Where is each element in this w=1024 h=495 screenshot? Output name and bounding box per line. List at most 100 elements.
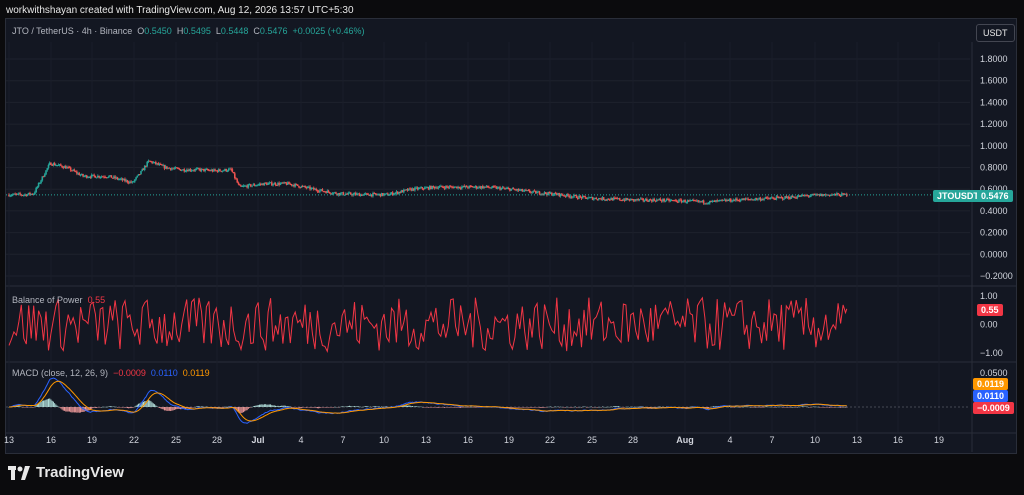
macd-histogram-bar bbox=[337, 406, 339, 408]
candle-body bbox=[491, 186, 494, 188]
macd-histogram-bar bbox=[692, 406, 694, 407]
candle-body bbox=[817, 194, 820, 196]
macd-histogram-bar bbox=[803, 406, 805, 407]
candle-body bbox=[493, 186, 495, 188]
macd-histogram-bar bbox=[809, 407, 811, 408]
macd-histogram-bar bbox=[255, 405, 257, 407]
macd-line bbox=[8, 377, 848, 424]
candle-body bbox=[277, 182, 279, 186]
candle-body bbox=[721, 199, 723, 201]
macd-histogram-bar bbox=[555, 406, 557, 408]
candle-body bbox=[298, 185, 300, 188]
macd-histogram-bar bbox=[835, 407, 837, 408]
candle-body bbox=[19, 193, 21, 195]
macd-histogram-bar bbox=[386, 406, 388, 407]
candle-body bbox=[498, 187, 500, 189]
candle-body bbox=[591, 197, 594, 200]
candle-body bbox=[763, 198, 765, 200]
macd-histogram-bar bbox=[773, 407, 775, 408]
currency-button[interactable]: USDT bbox=[976, 24, 1015, 42]
macd-histogram-bar bbox=[541, 407, 543, 408]
macd-histogram-bar bbox=[819, 407, 821, 408]
macd-histogram-bar bbox=[519, 407, 521, 408]
candle-body bbox=[726, 200, 728, 202]
macd-histogram-bar bbox=[52, 401, 54, 407]
macd-histogram-bar bbox=[472, 407, 474, 408]
candle-body bbox=[278, 182, 281, 185]
candle-body bbox=[235, 178, 237, 180]
macd-histogram-bar bbox=[403, 405, 405, 407]
candle-body bbox=[224, 168, 226, 171]
macd-histogram-bar bbox=[758, 406, 760, 408]
macd-histogram-bar bbox=[529, 407, 531, 408]
candle-body bbox=[715, 200, 717, 202]
candle-body bbox=[734, 198, 737, 201]
candle-body bbox=[280, 182, 283, 184]
candle-body bbox=[130, 181, 132, 183]
candle-body bbox=[807, 195, 810, 197]
candle-body bbox=[61, 165, 63, 168]
macd-histogram-bar bbox=[423, 407, 425, 408]
candle-body bbox=[320, 189, 322, 191]
candle-body bbox=[610, 198, 612, 200]
macd-histogram-bar bbox=[525, 407, 527, 408]
bop-tick-label: 1.00 bbox=[980, 291, 998, 301]
macd-histogram-bar bbox=[821, 407, 823, 408]
candle-body bbox=[351, 194, 353, 196]
candle-body bbox=[643, 200, 646, 202]
macd-histogram-bar bbox=[72, 407, 74, 413]
macd-histogram-bar bbox=[571, 407, 573, 408]
macd-histogram-bar bbox=[648, 407, 650, 408]
date-tick-label: 22 bbox=[545, 435, 555, 445]
candle-body bbox=[194, 169, 197, 171]
candle-body bbox=[192, 170, 194, 172]
macd-histogram-bar bbox=[456, 407, 458, 408]
candle-body bbox=[411, 188, 414, 191]
macd-histogram-bar bbox=[279, 405, 281, 407]
macd-histogram-bar bbox=[292, 407, 294, 408]
date-tick-label: 13 bbox=[852, 435, 862, 445]
candle-body bbox=[517, 189, 520, 191]
macd-histogram-bar bbox=[537, 407, 539, 408]
candle-body bbox=[688, 200, 690, 202]
candle-body bbox=[507, 188, 510, 190]
candle-body bbox=[459, 187, 462, 189]
macd-histogram-bar bbox=[580, 407, 582, 408]
candle-body bbox=[215, 170, 218, 172]
candle-body bbox=[50, 162, 52, 165]
candle-body bbox=[216, 170, 219, 172]
candle-body bbox=[346, 193, 348, 195]
candle-body bbox=[77, 173, 79, 175]
candle-body bbox=[103, 176, 105, 178]
candle-body bbox=[263, 182, 266, 186]
macd-histogram-bar bbox=[225, 406, 227, 408]
candle-body bbox=[80, 174, 83, 176]
candle-body bbox=[748, 199, 751, 201]
macd-histogram-bar bbox=[209, 407, 211, 408]
macd-histogram-bar bbox=[372, 406, 374, 407]
candle-body bbox=[725, 199, 727, 202]
candle-body bbox=[514, 189, 516, 191]
macd-histogram-bar bbox=[661, 406, 663, 408]
macd-histogram-bar bbox=[610, 406, 612, 407]
macd-histogram-bar bbox=[646, 407, 648, 408]
macd-histogram-bar bbox=[50, 399, 52, 407]
candle-body bbox=[775, 196, 778, 200]
candle-body bbox=[523, 189, 526, 191]
candle-body bbox=[134, 179, 136, 182]
macd-signal-tag: 0.0110 bbox=[973, 390, 1009, 402]
macd-histogram-bar bbox=[89, 407, 91, 410]
macd-histogram-bar bbox=[664, 407, 666, 408]
macd-histogram-bar bbox=[173, 407, 175, 411]
candle-body bbox=[279, 183, 282, 185]
candle-body bbox=[162, 165, 165, 167]
candle-body bbox=[150, 160, 152, 162]
macd-histogram-bar bbox=[405, 405, 407, 407]
candle-body bbox=[36, 186, 39, 188]
macd-histogram-bar bbox=[709, 407, 711, 408]
candle-body bbox=[341, 192, 343, 194]
macd-histogram-bar bbox=[97, 407, 99, 408]
candle-body bbox=[678, 199, 680, 202]
candle-body bbox=[203, 168, 205, 172]
